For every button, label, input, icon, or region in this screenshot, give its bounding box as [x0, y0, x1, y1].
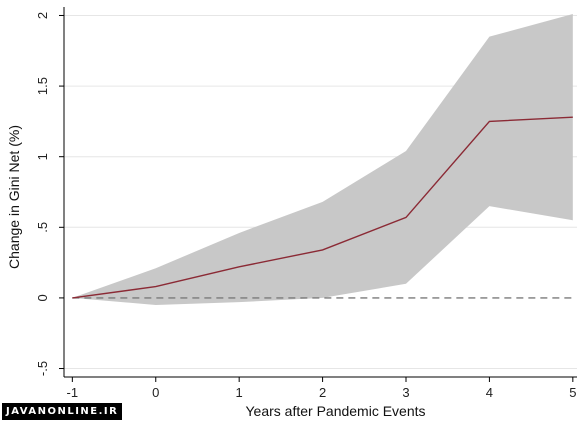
- series-line: [72, 116, 573, 299]
- x-tick-label-3: 2: [319, 385, 326, 400]
- watermark-label: JAVANONLINE.IR: [2, 403, 123, 420]
- y-tick-label-2: .5: [35, 222, 50, 233]
- confidence-band: [72, 14, 573, 305]
- x-tick-label-2: 1: [236, 385, 243, 400]
- y-axis-title: Change in Gini Net (%): [6, 125, 22, 269]
- x-axis-ticks: -1 0 1 2 3 4 5: [67, 377, 576, 400]
- x-tick-label-6: 5: [569, 385, 576, 400]
- x-tick-label-5: 4: [486, 385, 493, 400]
- x-tick-label-1: 0: [152, 385, 159, 400]
- x-tick-label-0: -1: [67, 385, 79, 400]
- y-tick-label-5: 2: [35, 12, 50, 19]
- y-axis-ticks: -.5 0 .5 1 1.5 2: [35, 12, 64, 376]
- y-tick-label-1: 0: [35, 294, 50, 301]
- y-tick-label-3: 1: [35, 153, 50, 160]
- y-tick-label-4: 1.5: [35, 77, 50, 95]
- x-tick-label-4: 3: [402, 385, 409, 400]
- y-tick-label-0: -.5: [35, 361, 50, 376]
- x-axis-title: Years after Pandemic Events: [245, 403, 425, 419]
